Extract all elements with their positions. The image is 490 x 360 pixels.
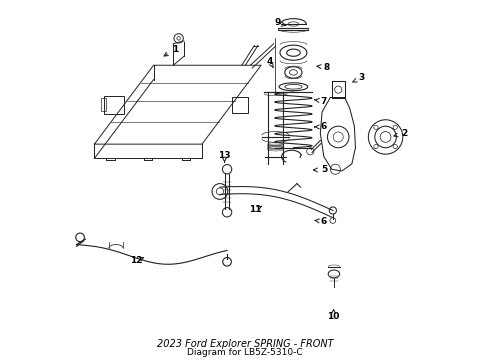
Text: 6: 6 (321, 217, 327, 226)
Text: 12: 12 (130, 256, 143, 265)
Text: 8: 8 (323, 63, 330, 72)
Text: 6: 6 (321, 122, 327, 131)
Text: 3: 3 (358, 73, 365, 82)
Text: 2: 2 (401, 129, 407, 138)
Text: 13: 13 (219, 151, 231, 160)
Text: 10: 10 (327, 312, 340, 321)
Text: 7: 7 (321, 96, 327, 105)
Text: 9: 9 (274, 18, 280, 27)
Text: 2023 Ford Explorer SPRING - FRONT: 2023 Ford Explorer SPRING - FRONT (157, 339, 333, 349)
Text: 4: 4 (267, 57, 273, 66)
Text: Diagram for LB5Z-5310-C: Diagram for LB5Z-5310-C (187, 348, 303, 357)
Text: 5: 5 (321, 166, 327, 175)
Text: 1: 1 (172, 45, 178, 54)
Text: 11: 11 (249, 205, 262, 214)
